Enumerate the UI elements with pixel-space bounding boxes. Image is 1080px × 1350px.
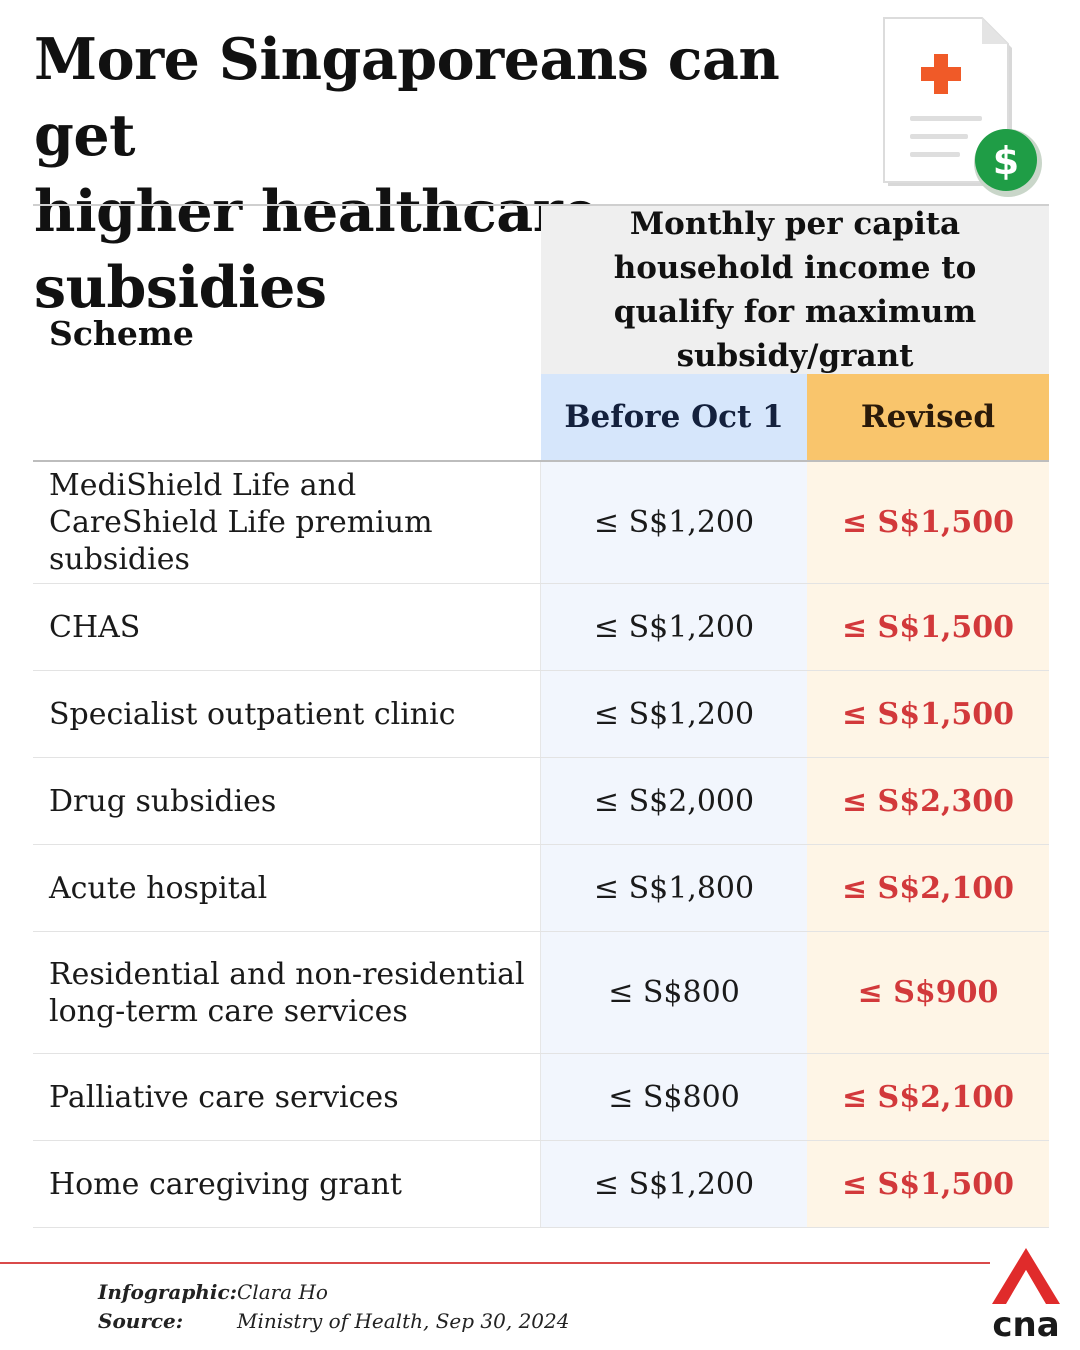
- infographic-value: Clara Ho: [237, 1280, 328, 1304]
- revised-cell: ≤ S$1,500: [807, 462, 1049, 583]
- title-line-1: More Singaporeans can get: [34, 26, 780, 169]
- before-cell: ≤ S$800: [541, 1054, 807, 1140]
- source-label: Source:: [98, 1309, 184, 1333]
- revised-cell: ≤ S$2,100: [807, 1054, 1049, 1140]
- revised-cell: ≤ S$900: [807, 932, 1049, 1053]
- table-row: Home caregiving grant ≤ S$1,200 ≤ S$1,50…: [33, 1141, 1049, 1228]
- table-row: Acute hospital ≤ S$1,800 ≤ S$2,100: [33, 845, 1049, 932]
- table-row: CHAS ≤ S$1,200 ≤ S$1,500: [33, 584, 1049, 671]
- scheme-cell: Palliative care services: [33, 1054, 541, 1140]
- svg-text:$: $: [993, 139, 1019, 183]
- subsidy-table: Scheme Monthly per capita household inco…: [33, 204, 1049, 1228]
- table-row: Residential and non-residential long-ter…: [33, 932, 1049, 1054]
- cna-logo: cna: [992, 1248, 1060, 1342]
- revised-cell: ≤ S$2,100: [807, 845, 1049, 931]
- title-line-2: higher healthcare subsidies: [34, 178, 599, 321]
- scheme-cell: Acute hospital: [33, 845, 541, 931]
- before-cell: ≤ S$1,800: [541, 845, 807, 931]
- before-cell: ≤ S$1,200: [541, 1141, 807, 1227]
- scheme-cell: Drug subsidies: [33, 758, 541, 844]
- table-row: Specialist outpatient clinic ≤ S$1,200 ≤…: [33, 671, 1049, 758]
- footer-divider: [0, 1262, 990, 1264]
- scheme-cell: Residential and non-residential long-ter…: [33, 932, 541, 1053]
- source-value: Ministry of Health, Sep 30, 2024: [237, 1309, 570, 1333]
- table-header: Scheme Monthly per capita household inco…: [33, 206, 1049, 462]
- before-cell: ≤ S$2,000: [541, 758, 807, 844]
- before-cell: ≤ S$800: [541, 932, 807, 1053]
- table-row: Drug subsidies ≤ S$2,000 ≤ S$2,300: [33, 758, 1049, 845]
- scheme-cell: MediShield Life and CareShield Life prem…: [33, 462, 541, 583]
- table-row: MediShield Life and CareShield Life prem…: [33, 462, 1049, 584]
- table-row: Palliative care services ≤ S$800 ≤ S$2,1…: [33, 1054, 1049, 1141]
- scheme-cell: Home caregiving grant: [33, 1141, 541, 1227]
- infographic-label: Infographic:: [98, 1280, 238, 1304]
- infographic-credit: Infographic:Clara Ho: [98, 1280, 328, 1304]
- scheme-cell: CHAS: [33, 584, 541, 670]
- before-oct-column-header: Before Oct 1: [541, 374, 807, 460]
- medical-bill-icon: $: [883, 17, 1042, 197]
- before-cell: ≤ S$1,200: [541, 462, 807, 583]
- scheme-column-header: Scheme: [49, 313, 194, 353]
- before-cell: ≤ S$1,200: [541, 671, 807, 757]
- revised-cell: ≤ S$1,500: [807, 584, 1049, 670]
- income-column-header: Monthly per capita household income to q…: [541, 206, 1049, 374]
- revised-cell: ≤ S$1,500: [807, 1141, 1049, 1227]
- source-credit: Source: Ministry of Health, Sep 30, 2024: [98, 1309, 569, 1333]
- revised-cell: ≤ S$2,300: [807, 758, 1049, 844]
- dollar-icon: $: [974, 129, 1042, 197]
- svg-text:cna: cna: [992, 1305, 1059, 1342]
- revised-column-header: Revised: [807, 374, 1049, 460]
- before-cell: ≤ S$1,200: [541, 584, 807, 670]
- page-title: More Singaporeans can get higher healthc…: [34, 22, 874, 326]
- scheme-cell: Specialist outpatient clinic: [33, 671, 541, 757]
- revised-cell: ≤ S$1,500: [807, 671, 1049, 757]
